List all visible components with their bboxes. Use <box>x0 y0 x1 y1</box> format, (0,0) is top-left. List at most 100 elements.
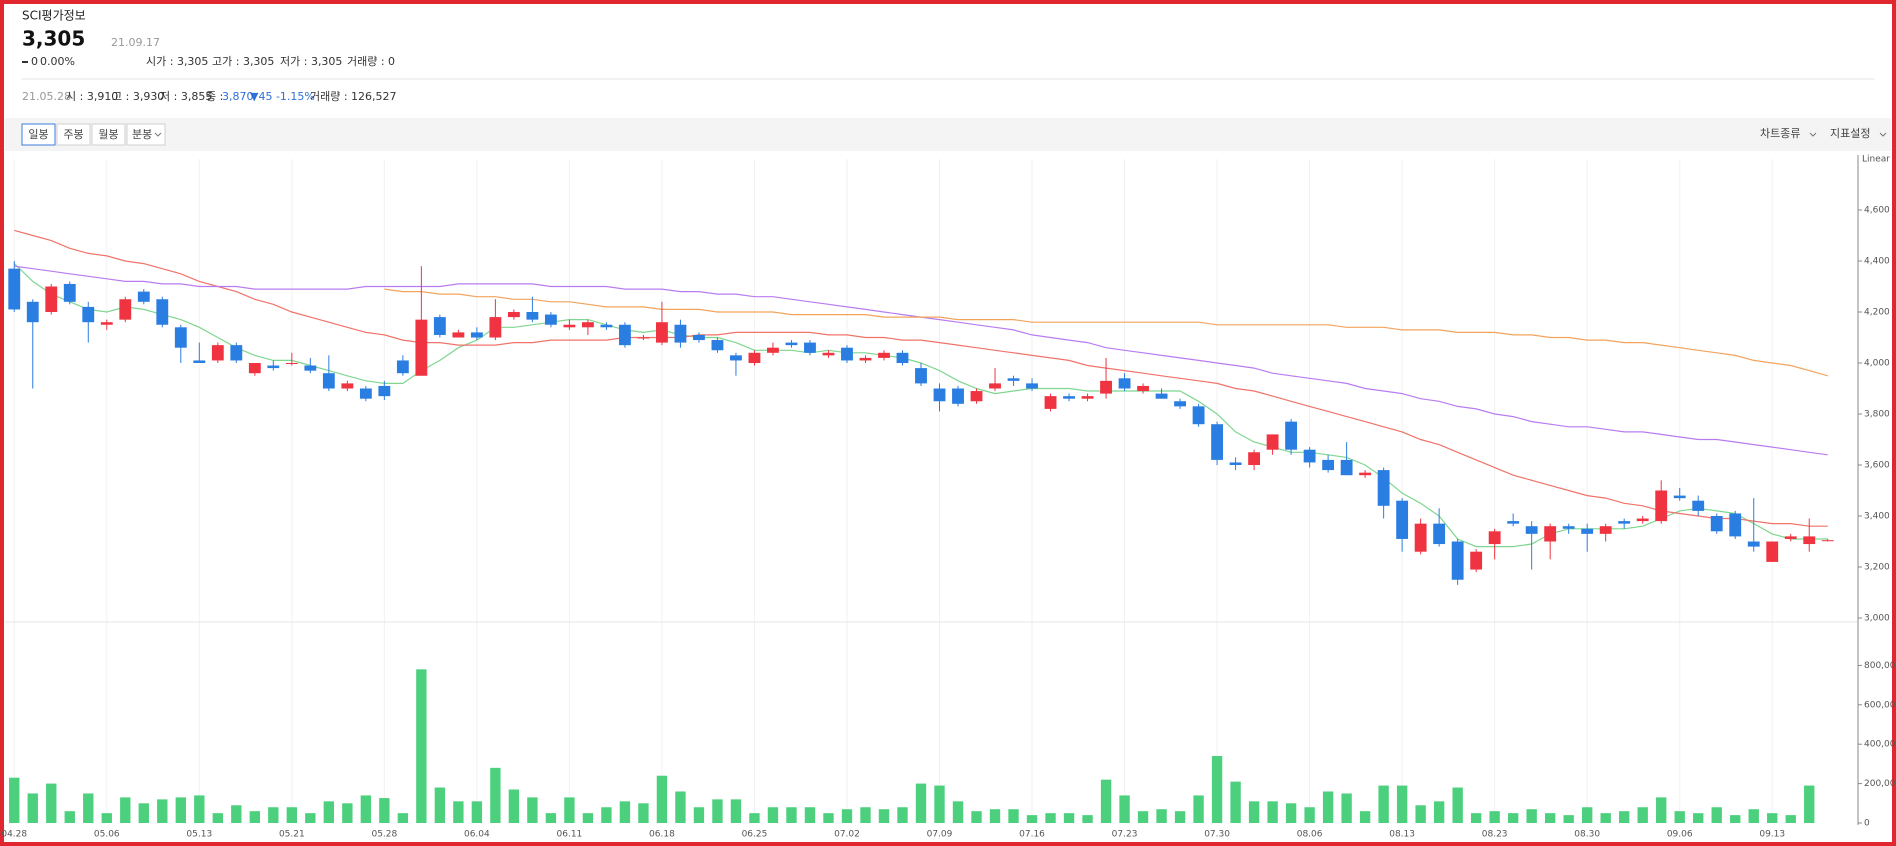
volume-bar <box>1730 815 1741 823</box>
candle-body <box>693 334 705 341</box>
menu-label[interactable]: 차트종류 <box>1760 127 1800 140</box>
volume-bar <box>342 803 353 823</box>
candle-body <box>674 324 687 343</box>
volume-bar <box>1045 813 1056 823</box>
candle-body <box>1266 434 1279 450</box>
toolbar <box>5 118 1891 151</box>
tab-button[interactable] <box>91 123 126 146</box>
tab-label[interactable]: 월봉 <box>98 128 118 141</box>
candle-body <box>896 352 909 363</box>
candle-body <box>1137 385 1149 392</box>
candle-body <box>285 363 298 364</box>
y-tick-label: 4,200 <box>1864 308 1890 318</box>
volume-bar <box>64 811 75 823</box>
volume-bar <box>601 807 612 823</box>
x-tick-label: 06.18 <box>649 830 675 840</box>
tab-label[interactable]: 주봉 <box>63 128 83 141</box>
volume-bar <box>1359 811 1371 823</box>
volume-bar <box>1544 813 1556 823</box>
candle-body <box>45 286 58 312</box>
candle-body <box>507 312 520 318</box>
volume-bar <box>989 809 1001 823</box>
info-volume: 거래량 : 126,527 <box>310 90 397 103</box>
stat: 고가 : 3,305 <box>212 55 274 68</box>
volume-bar <box>804 807 816 823</box>
volume-bar <box>693 807 705 823</box>
x-tick-label: 08.23 <box>1482 830 1508 840</box>
scale-mode[interactable]: Linear <box>1862 155 1890 165</box>
volume-bar <box>897 807 908 823</box>
volume-bar <box>1674 811 1685 823</box>
volume-bar <box>212 813 223 823</box>
volume-bar <box>749 813 760 823</box>
volume-bar <box>915 783 927 823</box>
volume-bar <box>1119 795 1130 823</box>
volume-bar <box>675 791 686 823</box>
candle-body <box>470 332 483 338</box>
volume-bar <box>1767 813 1778 823</box>
change-pct: 0.00% <box>40 55 75 68</box>
volume-bar <box>1711 807 1722 823</box>
candle-body <box>1747 541 1760 547</box>
y-tick-label: 4,000 <box>1864 359 1890 369</box>
candle-body <box>433 317 446 335</box>
candle-body <box>989 383 1001 389</box>
candle-body <box>1433 523 1446 545</box>
volume-bar <box>175 797 186 823</box>
volume-bar <box>1193 795 1204 823</box>
candle-body <box>8 268 21 310</box>
candle-body <box>748 352 761 363</box>
candle-body <box>63 283 76 302</box>
tab-label[interactable]: 분봉 <box>132 128 152 141</box>
volume-bar <box>286 807 298 823</box>
candle-body <box>230 345 243 361</box>
candle-body <box>1618 521 1631 524</box>
volume-bar <box>656 775 668 823</box>
volume-bar <box>1082 815 1093 823</box>
moving-average-line <box>384 288 1828 377</box>
y-tick-label: 3,200 <box>1864 563 1890 573</box>
menu-label[interactable]: 지표설정 <box>1830 127 1870 140</box>
chevron-icon <box>1879 132 1887 137</box>
candle-body <box>618 324 631 346</box>
volume-bar <box>323 801 335 823</box>
tab-button[interactable] <box>56 123 91 146</box>
candle-body <box>1562 526 1575 529</box>
chevron-icon <box>154 132 162 137</box>
x-tick-label: 05.28 <box>371 830 397 840</box>
candle-body <box>581 322 594 328</box>
volume-bar <box>27 793 38 823</box>
volume-bar <box>1100 779 1112 823</box>
x-tick-label: 07.02 <box>834 830 860 840</box>
x-tick-label: 07.30 <box>1204 830 1230 840</box>
volume-bar <box>194 795 205 823</box>
volume-bar <box>397 813 409 823</box>
candle-body <box>1636 518 1649 522</box>
candle-body <box>1766 541 1779 562</box>
y-tick-label: 800,000 <box>1864 661 1896 671</box>
candle-body <box>156 299 169 325</box>
tab-label[interactable]: 일봉 <box>28 127 48 141</box>
tab-button[interactable] <box>21 123 56 146</box>
x-tick-label: 07.23 <box>1112 830 1138 840</box>
candle-body <box>1118 378 1131 389</box>
candle-body <box>1581 528 1594 534</box>
volume-bar <box>878 809 890 823</box>
tab-button[interactable] <box>126 123 166 146</box>
volume-bar <box>508 789 520 823</box>
volume-bar <box>527 797 538 823</box>
volume-bar <box>1804 785 1815 823</box>
volume-bar <box>841 809 853 823</box>
candle-body <box>1507 521 1520 524</box>
y-tick-label: 4,400 <box>1864 257 1890 267</box>
volume-bar <box>1267 801 1278 823</box>
y-tick-label: 3,600 <box>1864 461 1890 471</box>
x-tick-label: 07.16 <box>1019 830 1045 840</box>
volume-bar <box>860 807 871 823</box>
candle-body <box>1229 462 1242 465</box>
candle-body <box>730 355 742 361</box>
candle-body <box>359 388 372 399</box>
